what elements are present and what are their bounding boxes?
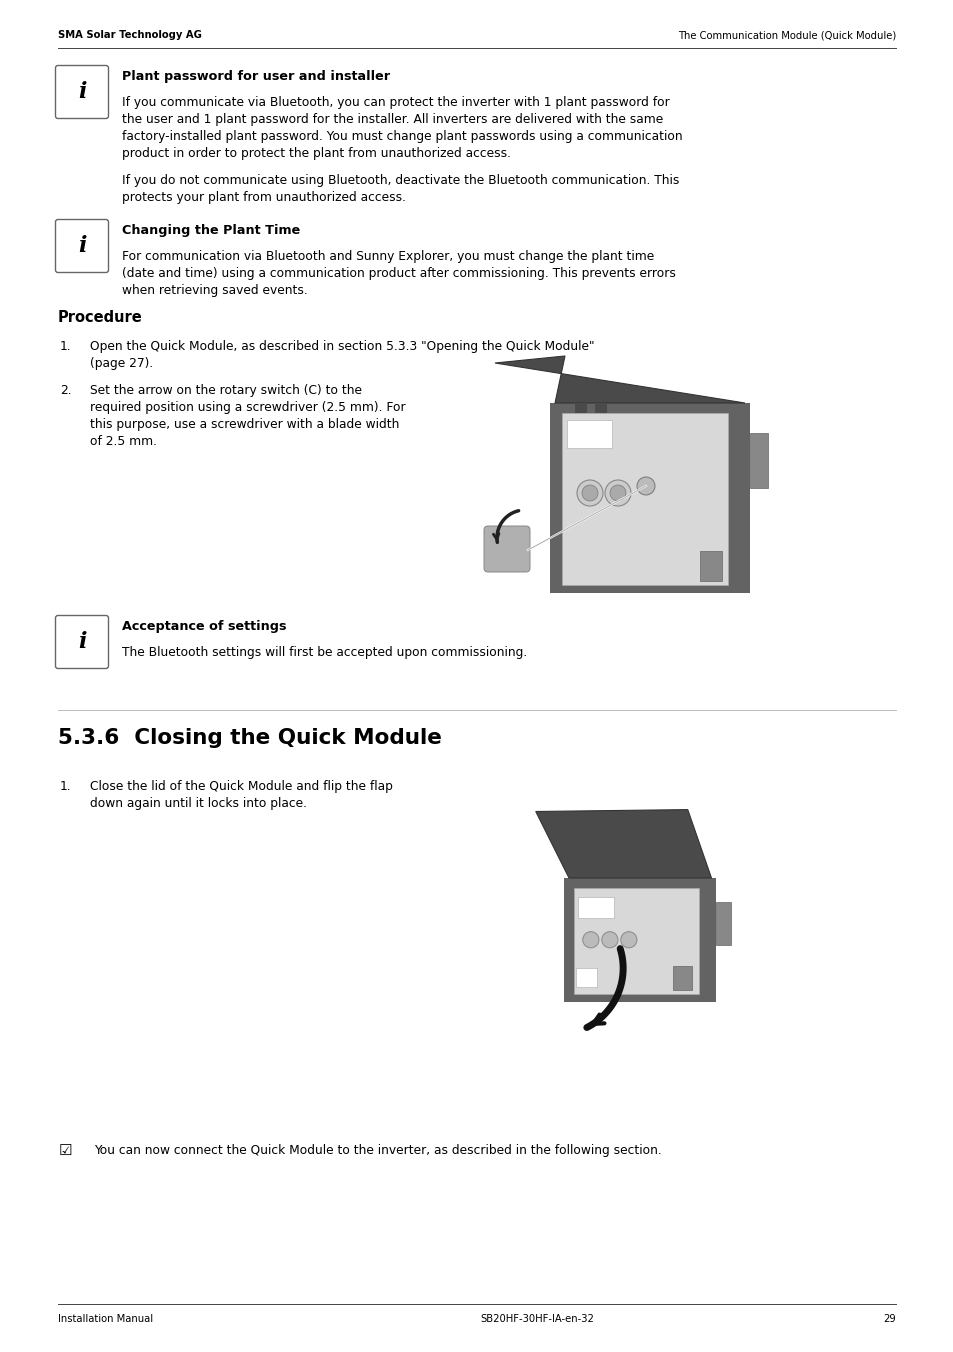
Text: The Bluetooth settings will first be accepted upon commissioning.: The Bluetooth settings will first be acc…	[122, 646, 527, 658]
Circle shape	[577, 480, 602, 506]
Polygon shape	[495, 356, 744, 403]
Text: SB20HF-30HF-IA-en-32: SB20HF-30HF-IA-en-32	[479, 1314, 594, 1324]
FancyBboxPatch shape	[55, 65, 109, 119]
Text: 29: 29	[882, 1314, 895, 1324]
Text: 5.3.6  Closing the Quick Module: 5.3.6 Closing the Quick Module	[58, 727, 441, 748]
Circle shape	[601, 932, 618, 948]
Bar	[749, 433, 767, 488]
Circle shape	[581, 485, 598, 502]
Text: i: i	[77, 235, 86, 257]
Text: Close the lid of the Quick Module and flip the flap
down again until it locks in: Close the lid of the Quick Module and fl…	[90, 780, 393, 810]
Polygon shape	[536, 810, 711, 877]
Text: ☑: ☑	[58, 1142, 72, 1157]
Text: Set the arrow on the rotary switch (C) to the
required position using a screwdri: Set the arrow on the rotary switch (C) t…	[90, 384, 405, 448]
FancyBboxPatch shape	[55, 615, 109, 668]
Text: If you communicate via Bluetooth, you can protect the inverter with 1 plant pass: If you communicate via Bluetooth, you ca…	[122, 96, 682, 160]
Text: Open the Quick Module, as described in section 5.3.3 "Opening the Quick Module"
: Open the Quick Module, as described in s…	[90, 339, 594, 370]
Circle shape	[620, 932, 637, 948]
Text: Plant password for user and installer: Plant password for user and installer	[122, 70, 390, 82]
Bar	[672, 967, 691, 990]
Text: Installation Manual: Installation Manual	[58, 1314, 153, 1324]
Bar	[595, 403, 606, 412]
Text: If you do not communicate using Bluetooth, deactivate the Bluetooth communicatio: If you do not communicate using Bluetoot…	[122, 174, 679, 204]
Text: Procedure: Procedure	[58, 310, 143, 324]
Circle shape	[582, 932, 598, 948]
Bar	[573, 887, 699, 994]
Bar	[716, 902, 730, 945]
Text: 2.: 2.	[60, 384, 71, 397]
Text: Changing the Plant Time: Changing the Plant Time	[122, 224, 300, 237]
Circle shape	[604, 480, 630, 506]
Text: Acceptance of settings: Acceptance of settings	[122, 621, 286, 633]
Text: 1.: 1.	[60, 780, 71, 794]
Text: You can now connect the Quick Module to the inverter, as described in the follow: You can now connect the Quick Module to …	[94, 1144, 661, 1157]
Circle shape	[637, 477, 655, 495]
Circle shape	[609, 485, 625, 502]
Text: SMA Solar Technology AG: SMA Solar Technology AG	[58, 30, 202, 41]
Bar	[575, 403, 586, 412]
Text: i: i	[77, 631, 86, 653]
FancyBboxPatch shape	[55, 219, 109, 273]
Text: i: i	[77, 81, 86, 103]
Bar	[577, 896, 613, 918]
Bar	[566, 420, 612, 448]
Bar	[561, 412, 727, 585]
Text: The Communication Module (Quick Module): The Communication Module (Quick Module)	[677, 30, 895, 41]
Bar	[575, 968, 596, 987]
FancyBboxPatch shape	[483, 526, 530, 572]
Text: 1.: 1.	[60, 339, 71, 353]
Bar	[700, 552, 721, 581]
FancyBboxPatch shape	[563, 877, 716, 1002]
FancyBboxPatch shape	[550, 403, 749, 594]
Text: For communication via Bluetooth and Sunny Explorer, you must change the plant ti: For communication via Bluetooth and Sunn…	[122, 250, 675, 297]
